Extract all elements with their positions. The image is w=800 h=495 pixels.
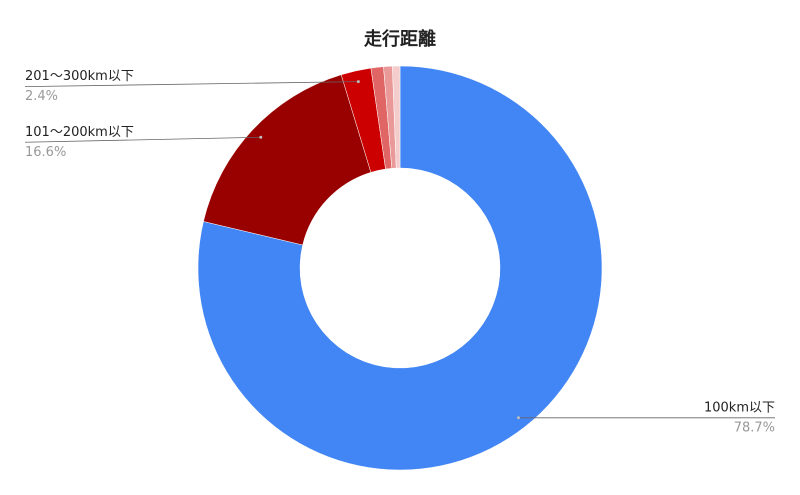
leader-dot	[516, 416, 520, 420]
leader-dot	[259, 135, 263, 139]
slice-label: 100km以下	[704, 400, 775, 415]
chart-title: 走行距離	[364, 28, 436, 50]
slice-label: 201〜300km以下	[25, 69, 134, 84]
slice-value-label: 78.7%	[734, 420, 775, 435]
leader-dot	[356, 80, 360, 84]
slice-value-label: 2.4%	[25, 89, 58, 104]
slice	[197, 65, 603, 471]
leader-line	[24, 81, 359, 87]
slice	[203, 74, 372, 246]
leader-line	[24, 136, 261, 143]
slice-label: 101〜200km以下	[25, 125, 134, 140]
slice	[392, 65, 401, 169]
slice-value-label: 16.6%	[25, 145, 66, 160]
